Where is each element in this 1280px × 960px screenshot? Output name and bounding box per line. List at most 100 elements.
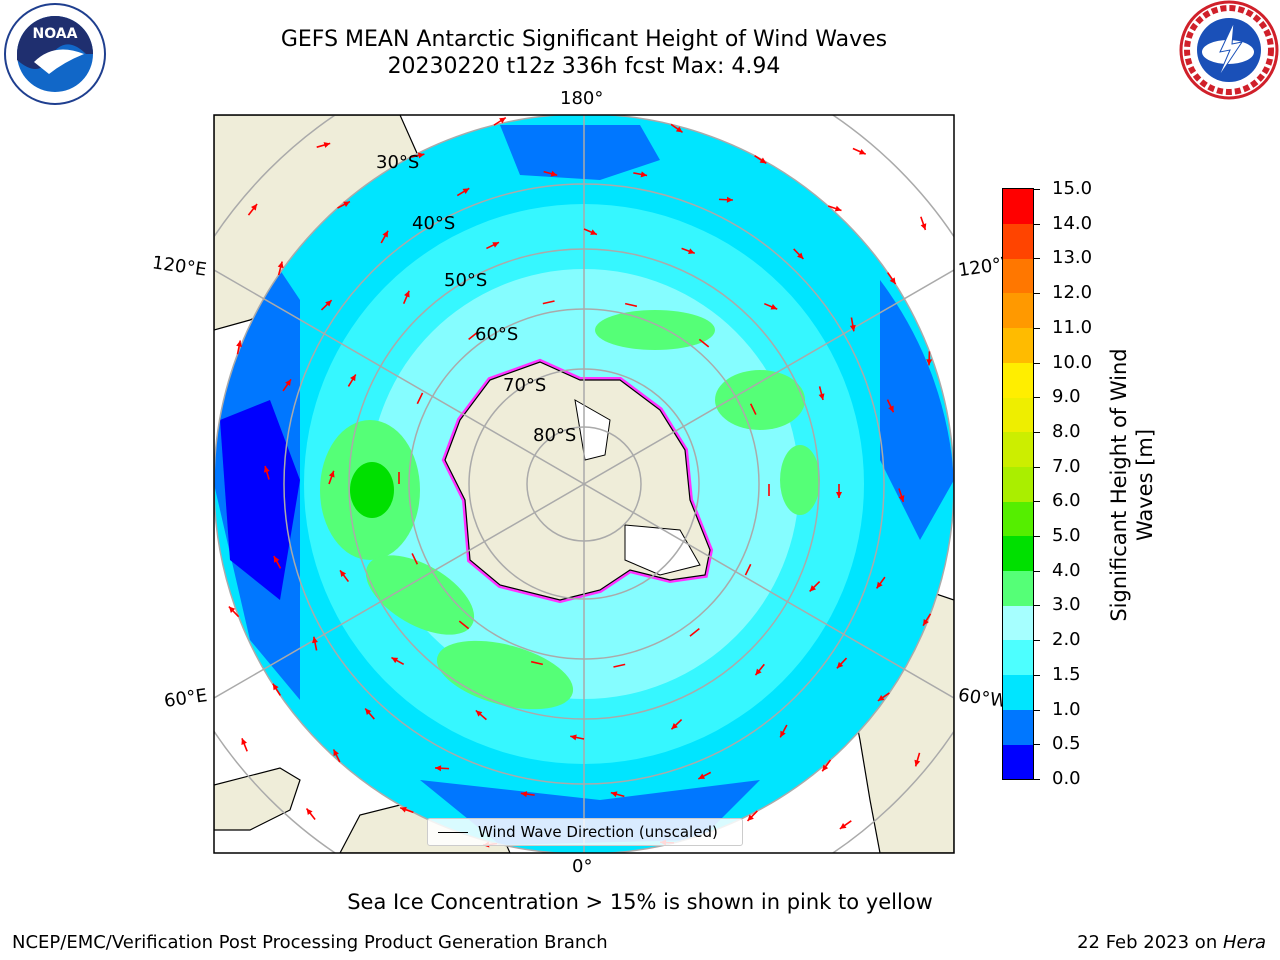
legend-text: Wind Wave Direction (unscaled): [478, 823, 718, 841]
lat-label-60s: 60°S: [475, 324, 519, 345]
colorbar-tick: [1034, 258, 1040, 260]
wave-arrow-head: [755, 668, 762, 676]
wave-arrow-head: [914, 759, 921, 767]
wave-arrow: [749, 403, 757, 415]
nws-logo-icon: [1179, 0, 1279, 100]
wave-arrow-head: [770, 304, 778, 310]
wave-arrow-head: [333, 749, 339, 757]
colorbar-segment: [1003, 466, 1033, 502]
colorbar-segment: [1003, 258, 1033, 294]
wind-wave-arrows: [228, 116, 933, 848]
colorbar-tick: [1034, 431, 1040, 433]
colorbar-segment: [1003, 397, 1033, 433]
wave-arrow-head: [435, 765, 442, 772]
colorbar-tick: [1034, 709, 1040, 711]
colorbar-segment: [1003, 223, 1033, 259]
colorbar-tick-label: 1.0: [1052, 698, 1081, 720]
noaa-logo-text: NOAA: [33, 26, 78, 42]
colorbar-tick-label: 4.0: [1052, 559, 1081, 581]
wave-arrow-head: [898, 495, 905, 502]
lon-label-0: 0°: [572, 856, 593, 877]
footer-left: NCEP/EMC/Verification Post Processing Pr…: [12, 932, 608, 953]
wave-arrow-head: [323, 142, 331, 148]
colorbar-segment: [1003, 709, 1033, 745]
wave-arrow-head: [726, 196, 733, 203]
colorbar-tick-label: 6.0: [1052, 490, 1081, 512]
wave-arrow-head: [499, 117, 506, 124]
wave-arrow-head: [241, 738, 247, 745]
colorbar: [1002, 188, 1034, 780]
colorbar-tick: [1034, 779, 1040, 780]
wave-arrow-head: [876, 581, 883, 589]
wave-arrow-head: [285, 379, 291, 387]
colorbar-tick-label: 12.0: [1052, 282, 1093, 304]
wave-arrow-head: [780, 730, 786, 738]
wave-arrow-head: [849, 324, 856, 332]
legend-line-swatch: [438, 832, 468, 833]
wave-arrow: [689, 628, 700, 637]
colorbar-tick-label: 3.0: [1052, 594, 1081, 616]
lat-label-40s: 40°S: [412, 213, 456, 234]
colorbar-tick-label: 7.0: [1052, 455, 1081, 477]
colorbar-label-line1: Significant Height of Wind: [1107, 348, 1131, 622]
graticule: [214, 115, 954, 853]
colorbar-tick: [1034, 640, 1040, 642]
wave-arrow-head: [759, 157, 767, 164]
lat-label-30s: 30°S: [376, 152, 420, 173]
colorbar-tick: [1034, 501, 1040, 503]
colorbar-tick: [1034, 223, 1040, 225]
wave-arrow-head: [889, 277, 896, 285]
wave-arrow-head: [809, 585, 817, 592]
wave-arrow: [613, 663, 626, 668]
colorbar-label: Significant Height of Wind Waves [m]: [1106, 348, 1158, 621]
wave-arrow-head: [640, 171, 648, 178]
wave-arrow-head: [920, 223, 927, 230]
wave-arrow: [468, 331, 479, 340]
chart-subtitle: 20230220 t12z 336h fcst Max: 4.94: [387, 54, 781, 79]
wave-arrow-head: [877, 695, 885, 701]
wave-arrow-head: [836, 661, 844, 669]
colorbar-tick: [1034, 605, 1040, 607]
wave-arrow-head: [836, 492, 842, 498]
lat-label-50s: 50°S: [444, 270, 488, 291]
colorbar-segment: [1003, 362, 1033, 398]
colorbar-tick: [1034, 536, 1040, 538]
wave-arrow-head: [839, 822, 847, 829]
wave-arrow: [411, 553, 419, 565]
colorbar-tick-label: 0.5: [1052, 733, 1081, 755]
lon-label-180: 180°: [560, 88, 604, 109]
wave-arrow-head: [391, 657, 399, 664]
wave-arrow-head: [272, 683, 279, 691]
map-frame: [213, 114, 955, 854]
madagascar-landmass: [214, 767, 301, 831]
weddell-ice: [624, 524, 701, 576]
wave-arrow-head: [228, 606, 236, 613]
colorbar-segment: [1003, 293, 1033, 329]
wave-arrow-head: [492, 242, 500, 248]
colorbar-tick-label: 8.0: [1052, 420, 1081, 442]
map-legend: Wind Wave Direction (unscaled): [427, 818, 743, 846]
wave-arrow-head: [688, 248, 695, 254]
wave-arrow: [416, 392, 424, 405]
colorbar-tick: [1034, 327, 1040, 329]
wave-arrow-head: [888, 405, 894, 413]
lat-label-80s: 80°S: [533, 425, 577, 446]
noaa-logo-icon: NOAA: [4, 3, 106, 105]
wave-arrow-head: [818, 393, 825, 400]
wave-arrow-head: [263, 466, 270, 473]
wave-arrow: [744, 563, 752, 576]
colorbar-tick-label: 15.0: [1052, 178, 1093, 199]
wave-arrow-head: [675, 126, 683, 133]
wave-arrow-head: [462, 188, 470, 195]
wave-arrow-head: [747, 814, 754, 821]
colorbar-tick: [1034, 189, 1040, 190]
colorbar-segment: [1003, 640, 1033, 676]
footer-host: Hera: [1222, 932, 1266, 953]
wave-arrow-head: [834, 205, 842, 212]
footer-date: 22 Feb 2023 on: [1077, 932, 1223, 953]
colorbar-tick: [1034, 397, 1040, 399]
wave-arrow-head: [312, 636, 318, 644]
wave-arrow: [530, 660, 544, 666]
colorbar-segment: [1003, 327, 1033, 363]
colorbar-tick: [1034, 362, 1040, 364]
